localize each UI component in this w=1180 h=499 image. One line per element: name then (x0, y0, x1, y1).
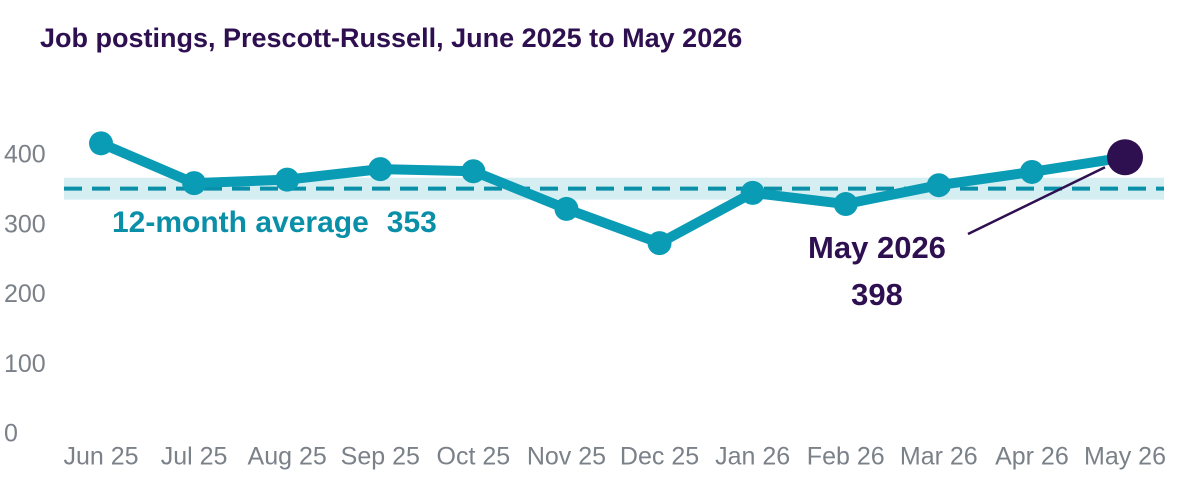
average-label: 12-month average 353 (112, 206, 437, 239)
point (275, 167, 300, 192)
x-tick-label: Dec 25 (620, 443, 699, 471)
x-tick-label: Nov 25 (527, 443, 606, 471)
y-tick-label: 0 (4, 420, 18, 448)
annotation-leader (967, 166, 1106, 236)
chart-title: Job postings, Prescott-Russell, June 202… (40, 23, 742, 53)
point (647, 231, 672, 256)
point (368, 157, 393, 182)
point (833, 192, 858, 217)
point (461, 159, 486, 184)
x-tick-label: May 26 (1084, 443, 1166, 471)
average-label-text: 12-month average (112, 206, 369, 239)
point (1019, 159, 1044, 184)
point (182, 171, 207, 196)
highlight-point (1107, 139, 1143, 176)
point (89, 131, 113, 156)
x-tick-label: Sep 25 (341, 443, 420, 471)
point (554, 196, 579, 221)
x-tick-label: Jan 26 (715, 443, 790, 471)
y-tick-label: 300 (4, 210, 46, 238)
y-tick-label: 100 (4, 350, 46, 378)
x-tick-label: Apr 26 (995, 443, 1069, 471)
y-tick-label: 400 (4, 140, 46, 168)
x-tick-label: Aug 25 (248, 443, 327, 471)
x-tick-label: Jul 25 (161, 443, 228, 471)
annotation-value: 398 (851, 277, 903, 312)
series-line (99, 138, 1126, 249)
x-tick-label: Feb 26 (807, 443, 885, 471)
point (926, 173, 951, 198)
x-tick-label: Mar 26 (900, 443, 978, 471)
y-tick-label: 200 (4, 280, 46, 308)
average-value: 353 (387, 206, 437, 239)
x-tick-label: Jun 25 (63, 443, 138, 471)
x-tick-label: Oct 25 (437, 443, 511, 471)
annotation-label: May 2026 (808, 230, 946, 265)
point (740, 180, 765, 205)
